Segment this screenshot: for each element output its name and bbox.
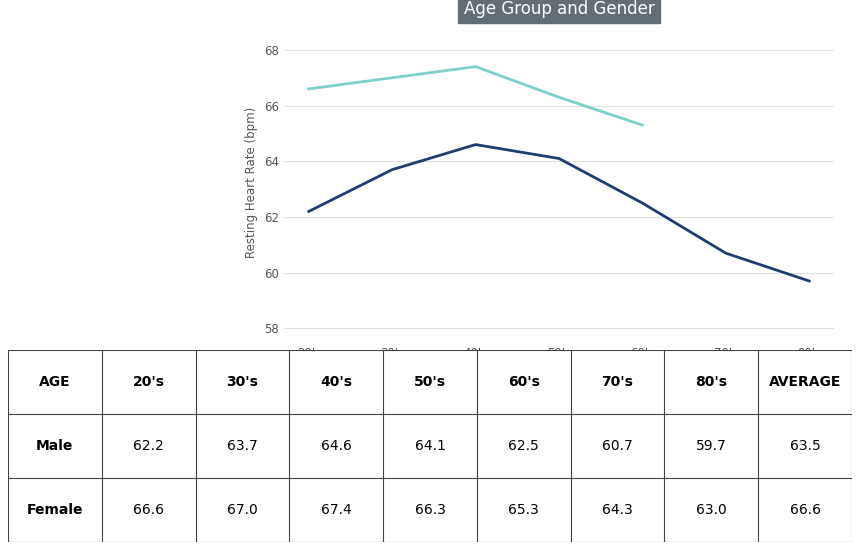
Text: 60's: 60's (508, 375, 540, 389)
Text: 64.1: 64.1 (415, 439, 445, 453)
Text: 62.5: 62.5 (508, 439, 539, 453)
Text: 66.3: 66.3 (415, 503, 445, 517)
Text: 63.0: 63.0 (696, 503, 727, 517)
Text: 30's: 30's (226, 375, 258, 389)
Text: 66.6: 66.6 (133, 503, 164, 517)
Title: Age Group and Gender: Age Group and Gender (464, 0, 654, 18)
Text: AVERAGE: AVERAGE (769, 375, 841, 389)
Male (387, 166, 397, 173)
Text: Male: Male (36, 439, 74, 453)
Female (304, 86, 314, 92)
Text: 63.7: 63.7 (227, 439, 258, 453)
Line: Male: Male (309, 145, 809, 281)
Male (637, 200, 648, 206)
Text: 59.7: 59.7 (696, 439, 727, 453)
X-axis label: Age Group: Age Group (528, 365, 590, 379)
Text: 63.5: 63.5 (789, 439, 820, 453)
Text: 67.4: 67.4 (321, 503, 352, 517)
Y-axis label: Resting Heart Rate (bpm): Resting Heart Rate (bpm) (245, 107, 258, 258)
Text: 67.0: 67.0 (227, 503, 258, 517)
Male (721, 250, 731, 257)
Male (554, 155, 564, 162)
Female (387, 75, 397, 81)
Text: 64.3: 64.3 (602, 503, 633, 517)
Text: AGE: AGE (39, 375, 71, 389)
Text: 50's: 50's (414, 375, 446, 389)
Text: 65.3: 65.3 (508, 503, 539, 517)
Text: 64.6: 64.6 (321, 439, 352, 453)
Female (637, 122, 648, 129)
Male (804, 278, 814, 284)
Female (470, 63, 481, 70)
Female (554, 94, 564, 100)
Text: 80's: 80's (696, 375, 728, 389)
Male (304, 208, 314, 215)
Text: Female: Female (27, 503, 83, 517)
Text: 40's: 40's (320, 375, 353, 389)
Line: Female: Female (309, 67, 642, 125)
Legend: Female, Male: Female, Male (495, 416, 623, 439)
Male (470, 141, 481, 148)
Text: 70's: 70's (602, 375, 634, 389)
Text: 62.2: 62.2 (133, 439, 164, 453)
Text: 66.6: 66.6 (789, 503, 820, 517)
Text: 20's: 20's (132, 375, 164, 389)
Text: 60.7: 60.7 (602, 439, 633, 453)
